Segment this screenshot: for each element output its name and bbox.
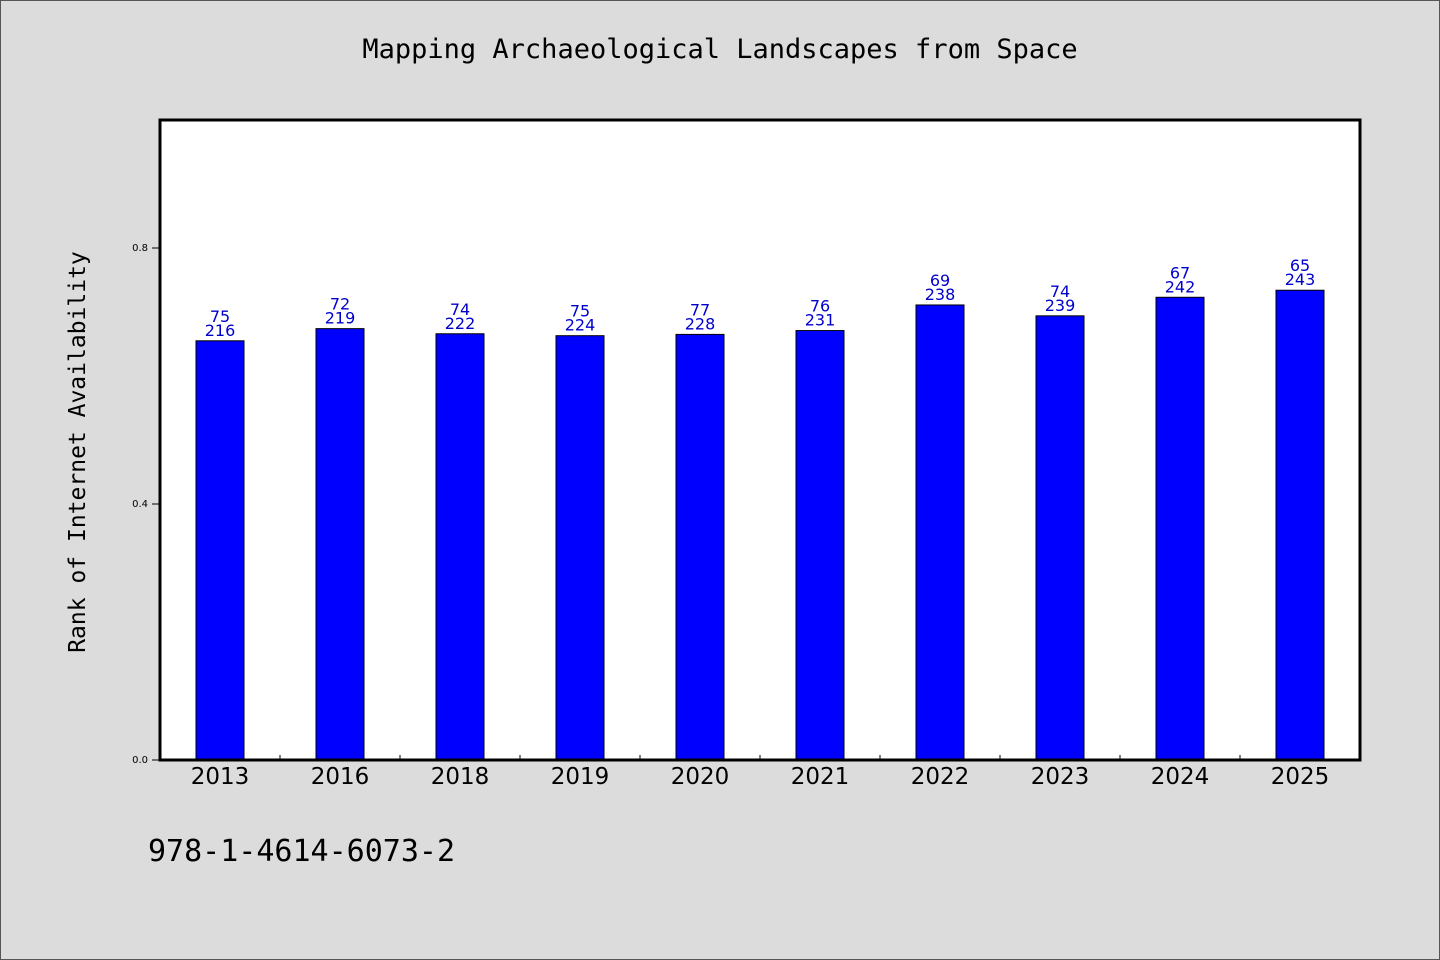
y-tick-label: 0.8 (132, 243, 148, 254)
bar (1035, 315, 1085, 761)
bar-label-bottom: 239 (1045, 296, 1076, 315)
x-tick-label: 2018 (431, 764, 490, 790)
bar-label-top: 72 (330, 295, 350, 314)
bar (1155, 296, 1205, 761)
x-tick-label: 2025 (1271, 764, 1330, 790)
bar-label-bottom: 216 (205, 321, 236, 340)
bar (915, 304, 965, 761)
bar (435, 333, 485, 761)
bar-label-top: 65 (1290, 256, 1310, 275)
y-tick-label: 0.4 (132, 499, 148, 510)
bar-label-bottom: 222 (445, 314, 476, 333)
isbn-text: 978-1-4614-6073-2 (148, 834, 456, 869)
x-tick-label: 2019 (551, 764, 610, 790)
bar-label-top: 77 (690, 300, 710, 319)
bar-label-bottom: 242 (1165, 277, 1196, 296)
bar-label-bottom: 231 (805, 311, 836, 330)
bar-label-bottom: 219 (325, 309, 356, 328)
bar-label-bottom: 238 (925, 285, 956, 304)
chart-title: Mapping Archaeological Landscapes from S… (362, 34, 1078, 65)
bar-label-top: 67 (1170, 263, 1190, 282)
x-tick-label: 2023 (1031, 764, 1090, 790)
y-tick-label: 0.0 (132, 755, 148, 766)
bar-label-top: 76 (810, 297, 830, 316)
x-tick-label: 2021 (791, 764, 850, 790)
bar-label-top: 74 (1050, 282, 1070, 301)
bar-label-bottom: 224 (565, 316, 596, 335)
bar (675, 333, 725, 761)
bar-label-top: 75 (570, 302, 590, 321)
bar (555, 335, 605, 761)
bar-label-top: 74 (450, 300, 470, 319)
bar (315, 328, 365, 761)
bar-label-bottom: 228 (685, 314, 716, 333)
x-tick-label: 2024 (1151, 764, 1210, 790)
bar (795, 330, 845, 761)
x-tick-label: 2022 (911, 764, 970, 790)
bar (195, 340, 245, 761)
x-tick-label: 2020 (671, 764, 730, 790)
bar-label-top: 69 (930, 271, 950, 290)
x-tick-label: 2016 (311, 764, 370, 790)
x-tick-label: 2013 (191, 764, 250, 790)
bar-label-bottom: 243 (1285, 270, 1316, 289)
bar (1275, 289, 1325, 761)
bar-label-top: 75 (210, 307, 230, 326)
plot-border (158, 118, 1362, 762)
